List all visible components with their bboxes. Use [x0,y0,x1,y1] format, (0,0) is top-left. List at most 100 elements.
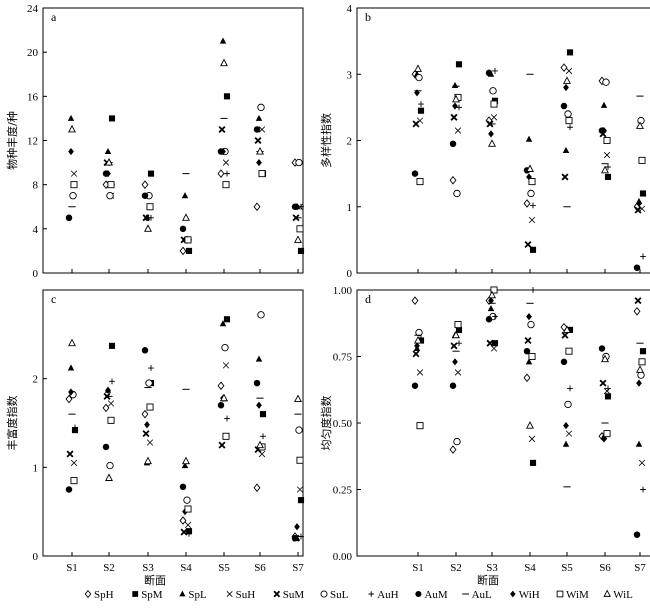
panel-letter: c [51,292,56,306]
data-point-WiH [526,313,532,321]
data-point-WiM [107,416,115,424]
data-point-SuL [453,437,461,446]
data-point-SpH [253,202,261,212]
legend-item: SpM [132,589,163,601]
data-point-SuL [106,192,114,200]
y-tick-label: 2 [347,136,353,148]
data-point-SuM [450,113,458,121]
data-point-WiM [107,181,115,189]
data-point-SuM [66,450,74,458]
legend-item: AuM [415,589,448,601]
data-point-AuM [291,535,299,542]
data-point-WiL [182,213,190,221]
data-point-AuH [640,486,646,493]
legend: SpH SpM SpL SuH SuM SuL AuH AuM AuL WiH WiM WiL [84,589,633,601]
data-point-SpH [633,306,641,316]
y-tick-label: 1 [347,202,353,214]
legend-marker [415,590,422,598]
data-point-WiL [256,440,264,449]
data-point-WiM [416,178,424,186]
legend-item: SpL [179,589,207,601]
data-point-AuM [485,316,493,323]
data-point-WiM [184,236,192,244]
data-point-AuM [523,347,531,355]
data-point-WiH [414,89,420,97]
data-point-SuL [602,78,610,86]
data-point-SpH [217,169,225,178]
y-tick-label: 1.00 [333,285,353,297]
data-point-WiH [488,297,494,305]
data-point-WiH [452,102,458,110]
legend-label: AuL [472,589,492,601]
data-point-WiM [296,456,304,464]
data-point-AuM [411,382,419,390]
x-tick-label: S2 [450,562,462,574]
data-point-AuH [640,253,646,260]
legend-label: WiL [613,589,633,601]
data-point-AuH [605,385,611,392]
x-axis-label: 断面 [144,573,166,587]
data-point-SpM [147,170,155,177]
data-point-SpL [181,461,189,469]
data-point-WiM [146,203,154,211]
data-point-SuL [257,103,265,112]
data-point-WiL [294,394,302,403]
data-point-WiL [256,146,264,155]
data-point-WiH [636,379,642,387]
x-tick-label: S7 [634,562,646,574]
legend-marker [510,590,516,598]
data-point-AuM [633,531,641,538]
data-point-WiL [636,365,644,373]
legend-marker [556,590,564,598]
data-point-SuM [218,441,226,449]
data-point-WiH [68,388,74,396]
data-point-SuM [450,342,458,350]
legend-marker [368,591,374,597]
data-point-SpL [600,101,608,108]
data-point-SpL [562,146,570,153]
data-point-SuL [527,320,535,329]
data-point-SuL [527,189,535,198]
data-point-WiL [488,139,496,147]
data-point-SuM [524,337,532,345]
data-point-WiM [416,422,424,430]
data-point-WiH [294,523,300,531]
legend-label: AuH [377,589,398,601]
data-points [65,311,305,542]
x-tick-label: S5 [561,562,573,574]
data-point-WiM [296,225,304,233]
data-point-SuH [416,369,424,376]
data-point-WiL [220,58,228,67]
legend-item: WiM [556,589,589,601]
legend-label: SpL [188,589,207,601]
data-point-AuH [298,533,304,540]
data-point-SpH [141,409,149,419]
y-tick-label: 0 [347,268,353,280]
data-point-SuM [412,350,420,358]
data-point-SuH [454,369,462,376]
data-point-WiM [490,100,498,108]
plot-frame [42,289,304,557]
legend-item: WiH [510,589,540,601]
legend-marker [179,590,186,597]
data-point-SuL [637,371,645,379]
data-point-WiH [105,386,111,394]
data-point-WiH [601,126,607,135]
data-point-SpM [108,342,116,349]
legend-label: SpM [141,589,163,601]
data-point-WiM [528,178,536,186]
data-point-WiM [258,170,266,178]
data-point-SpM [639,348,647,355]
x-tick-label: S3 [142,562,154,574]
data-point-WiM [603,430,611,438]
data-point-SpM [417,107,425,114]
data-point-WiH [68,147,74,156]
panel-letter: b [365,10,371,24]
data-point-SpH [560,322,568,332]
data-point-WiL [68,124,76,133]
data-point-SuM [254,136,262,145]
data-point-AuM [65,486,73,493]
data-point-AuH [418,101,424,107]
data-point-SpM [223,93,231,100]
